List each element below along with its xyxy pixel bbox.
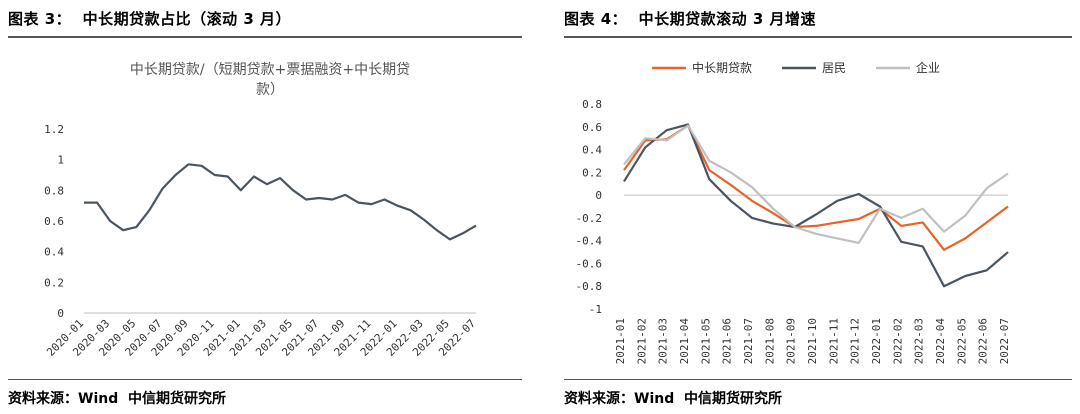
right-y-tick-label: -0.4 xyxy=(576,235,603,248)
right-x-tick-label: 2022-06 xyxy=(977,318,990,364)
right-y-tick-label: 0 xyxy=(595,189,602,202)
right-y-tick-label: 0.6 xyxy=(582,121,602,134)
left-chart-title-line: 中长期贷款/（短期贷款+票据融资+中长期贷 xyxy=(130,62,410,78)
right-x-tick-label: 2021-06 xyxy=(721,318,734,364)
right-y-tick-label: 0.2 xyxy=(582,166,602,179)
right-x-tick-label: 2021-12 xyxy=(849,318,862,364)
left-y-tick-label: 0.6 xyxy=(44,215,64,228)
right-figure-panel: 图表 4： 中长期贷款滚动 3 月增速 中长期贷款 居民 企业 -1 -0.8 -0.6 -… xyxy=(556,0,1080,414)
left-chart-title-line: 款） xyxy=(256,82,284,98)
left-title-divider xyxy=(8,36,522,38)
right-y-tick-label: -1 xyxy=(589,303,602,316)
right-x-tick-label: 2021-05 xyxy=(699,318,712,364)
right-x-tick-label: 2022-01 xyxy=(870,318,883,364)
left-series-line-1 xyxy=(84,163,477,241)
left-figure-panel: 图表 3： 中长期贷款占比（滚动 3 月） 中长期贷款/（短期贷款+票据融资+中… xyxy=(0,0,530,414)
right-figure-title: 图表 4： 中长期贷款滚动 3 月增速 xyxy=(564,10,816,28)
right-x-tick-label: 2021-01 xyxy=(614,318,627,364)
right-legend-label: 中长期贷款 xyxy=(692,60,752,75)
left-y-tick-label: 0.8 xyxy=(44,184,64,197)
right-x-tick-label: 2021-09 xyxy=(785,318,798,364)
right-x-tick-label: 2021-03 xyxy=(657,318,670,364)
left-y-tick-label: 0.4 xyxy=(44,246,64,259)
right-y-tick-label: -0.8 xyxy=(576,280,603,293)
right-source-note: 资料来源：Wind 中信期货研究所 xyxy=(564,391,782,407)
left-y-tick-label: 1.2 xyxy=(44,123,64,136)
left-source-divider xyxy=(8,379,522,380)
right-source-divider xyxy=(564,379,1072,380)
right-legend-label: 企业 xyxy=(916,60,940,75)
right-x-tick-label: 2022-05 xyxy=(955,318,968,364)
left-y-tick-label: 1 xyxy=(57,154,64,167)
right-x-tick-label: 2022-07 xyxy=(998,318,1011,364)
right-y-tick-label: 0.8 xyxy=(582,98,602,111)
right-x-tick-label: 2022-03 xyxy=(913,318,926,364)
right-x-tick-label: 2022-04 xyxy=(934,318,947,365)
left-line-chart: 中长期贷款/（短期贷款+票据融资+中长期贷款） 0 0.2 0.4 0.6 0.8 1 1.2… xyxy=(44,62,478,359)
right-y-tick-label: -0.2 xyxy=(576,212,603,225)
right-y-tick-label: 0.4 xyxy=(582,144,602,157)
right-series-line-2 xyxy=(623,123,1009,288)
right-series-line-3 xyxy=(623,124,1009,244)
right-line-chart: 中长期贷款 居民 企业 -1 -0.8 -0.6 -0.4 -0.2 0 0.2 0.4 0.6 0.8… xyxy=(576,60,1012,365)
right-x-tick-label: 2022-02 xyxy=(891,318,904,364)
right-title-divider xyxy=(564,36,1072,38)
right-x-tick-label: 2021-07 xyxy=(742,318,755,364)
left-y-tick-label: 0.2 xyxy=(44,276,64,289)
left-source-note: 资料来源：Wind 中信期货研究所 xyxy=(8,391,226,407)
right-x-tick-label: 2021-02 xyxy=(635,318,648,364)
left-y-tick-label: 0 xyxy=(57,307,64,320)
right-x-tick-label: 2021-08 xyxy=(763,318,776,364)
right-y-tick-label: -0.6 xyxy=(576,257,603,270)
right-series-line-1 xyxy=(623,124,1009,251)
left-figure-title: 图表 3： 中长期贷款占比（滚动 3 月） xyxy=(8,10,291,28)
right-x-tick-label: 2021-10 xyxy=(806,318,819,364)
right-x-tick-label: 2021-04 xyxy=(678,318,691,365)
right-legend-label: 居民 xyxy=(822,61,846,75)
right-x-tick-label: 2021-11 xyxy=(827,318,840,364)
